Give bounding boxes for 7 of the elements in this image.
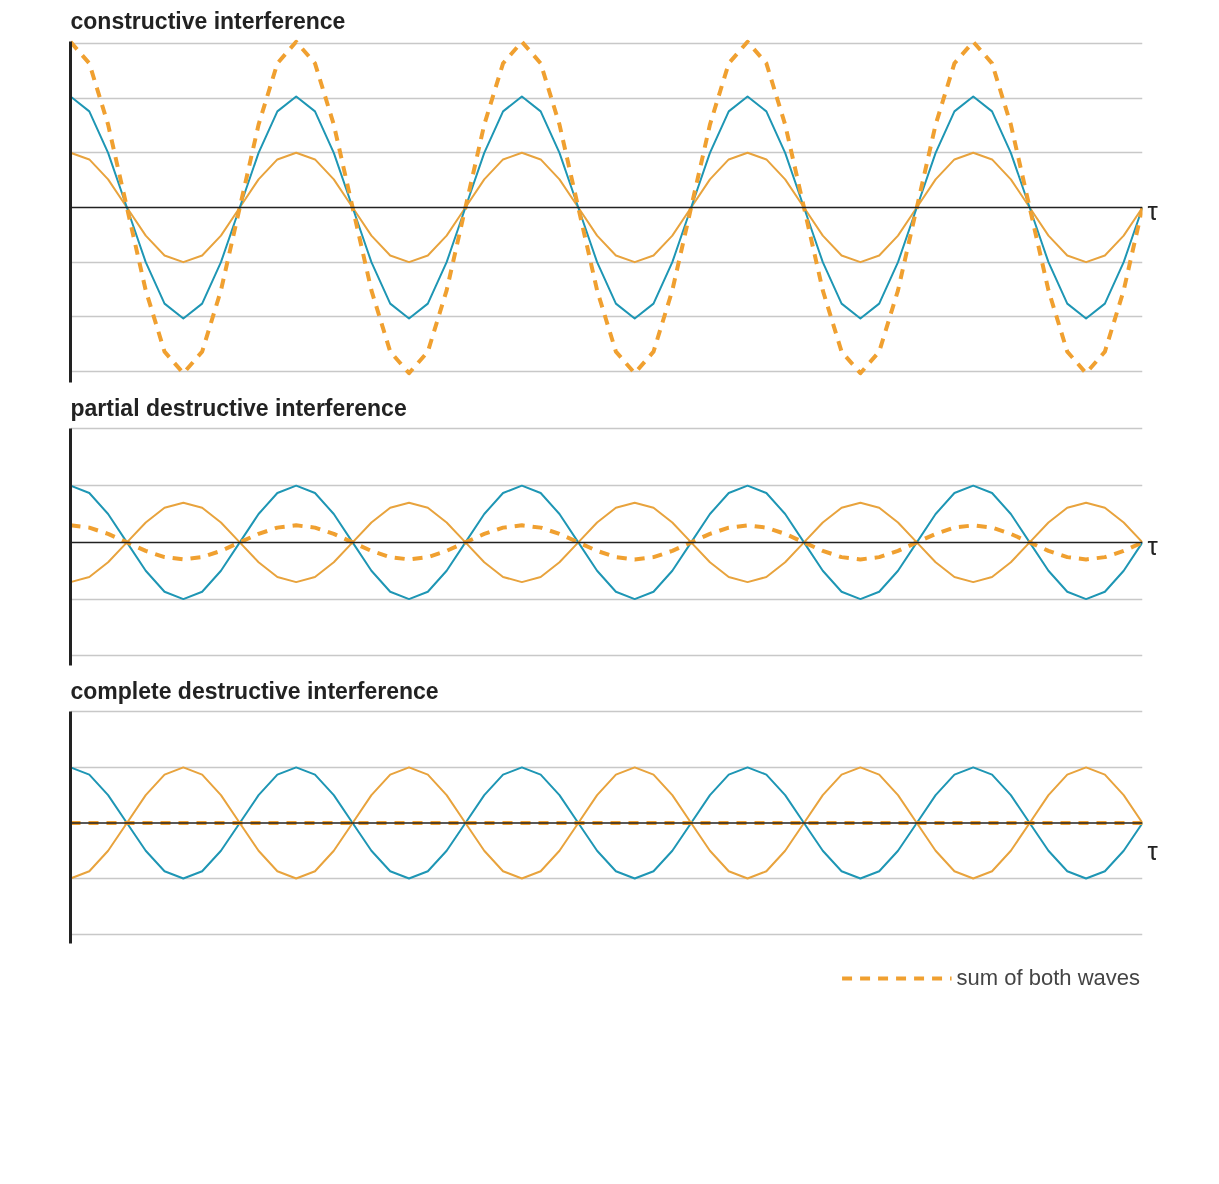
x-axis-title: τ	[1147, 836, 1159, 866]
x-axis-title: τ	[1147, 530, 1159, 561]
chart-title: partial destructive interference	[70, 394, 407, 421]
legend-label: sum of both waves	[956, 965, 1140, 991]
chart-title: complete destructive interference	[70, 677, 439, 704]
chart-title: constructive interference	[70, 7, 346, 34]
x-axis-title: τ	[1147, 195, 1159, 226]
